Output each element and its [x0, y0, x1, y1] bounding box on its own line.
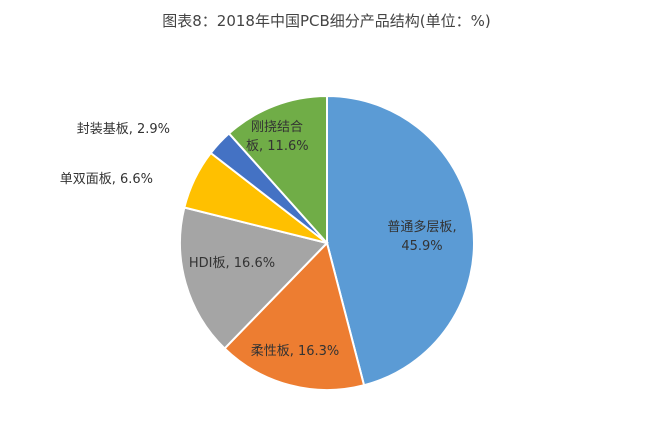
data-label-hdi: HDI板, 16.6%	[188, 256, 276, 271]
slice-label: 单双面板	[59, 172, 112, 187]
slice-label: 普通多层板	[387, 220, 453, 235]
pie-slice	[223, 241, 366, 391]
slice-value: 2.9%	[136, 122, 170, 137]
chart-title: 图表8：2018年中国PCB细分产品结构(单位：%)	[162, 12, 491, 30]
slice-value: 16.6%	[233, 256, 276, 271]
pie-slice	[227, 94, 328, 246]
slice-label: 刚挠结合板	[246, 120, 303, 154]
data-label-flexible: 柔性板, 16.3%	[250, 344, 340, 359]
slice-label: 封装基板	[76, 122, 129, 137]
slice-value: 11.6%	[267, 139, 309, 154]
pie-slice	[179, 206, 329, 350]
slice-label: HDI板	[188, 256, 226, 271]
slice-value: 45.9%	[401, 239, 443, 254]
data-label-multilayer: 普通多层板, 45.9%	[387, 220, 457, 254]
slice-value: 16.3%	[297, 344, 340, 359]
data-label-single-double: 单双面板, 6.6%	[59, 172, 153, 187]
data-label-substrate: 封装基板, 2.9%	[76, 122, 170, 137]
slice-value: 6.6%	[119, 172, 153, 187]
slice-label: 柔性板	[250, 344, 290, 359]
data-label-rigid-flex: 刚挠结合板, 11.6%	[246, 120, 309, 154]
pie-slice	[326, 94, 475, 387]
